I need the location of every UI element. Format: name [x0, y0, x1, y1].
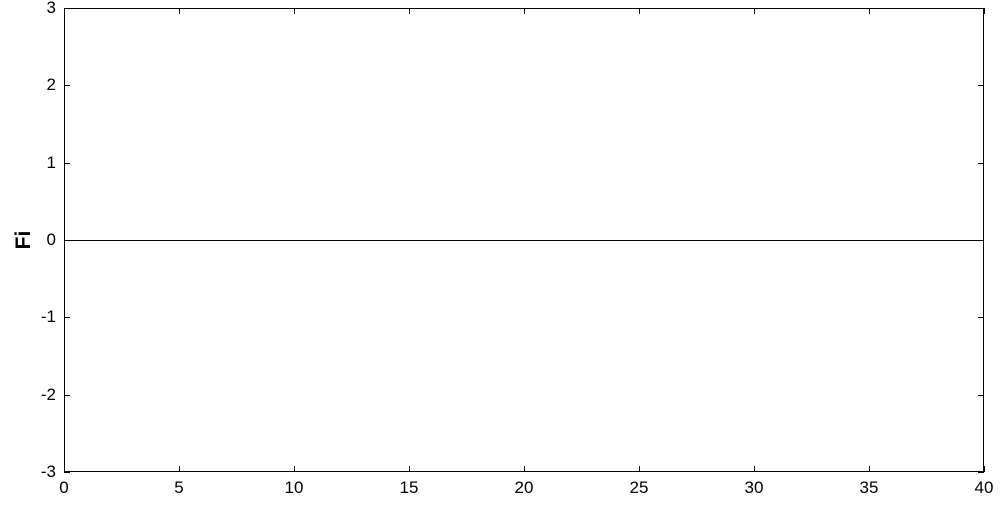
- chart-container: Fi 0 5 10 15 20 25 30 35 40 -3 -2 -1 0 1 2 3: [0, 0, 1000, 512]
- x-tick: [409, 8, 410, 14]
- y-tick: [978, 8, 984, 9]
- y-tick-label: 0: [47, 230, 56, 250]
- y-tick: [64, 472, 70, 473]
- x-tick-label: 0: [59, 478, 68, 498]
- x-tick: [639, 8, 640, 14]
- x-tick: [639, 466, 640, 472]
- y-tick-label: 2: [47, 75, 56, 95]
- x-tick-label: 40: [975, 478, 994, 498]
- x-tick: [179, 8, 180, 14]
- x-tick: [869, 466, 870, 472]
- x-tick-label: 20: [515, 478, 534, 498]
- x-tick-label: 15: [400, 478, 419, 498]
- y-tick: [978, 85, 984, 86]
- y-tick-label: -3: [41, 462, 56, 482]
- x-tick: [754, 8, 755, 14]
- y-tick: [978, 317, 984, 318]
- y-tick: [64, 317, 70, 318]
- y-tick-label: -1: [41, 307, 56, 327]
- series-line: [64, 240, 984, 241]
- y-tick-label: 3: [47, 0, 56, 18]
- x-tick-label: 25: [630, 478, 649, 498]
- x-tick-label: 35: [860, 478, 879, 498]
- y-tick-label: -2: [41, 385, 56, 405]
- y-tick: [64, 85, 70, 86]
- x-tick-label: 10: [285, 478, 304, 498]
- x-tick: [754, 466, 755, 472]
- y-tick: [978, 472, 984, 473]
- x-tick: [524, 466, 525, 472]
- x-tick: [524, 8, 525, 14]
- y-tick: [64, 8, 70, 9]
- x-tick: [294, 466, 295, 472]
- y-tick: [64, 163, 70, 164]
- x-tick: [869, 8, 870, 14]
- x-tick: [294, 8, 295, 14]
- x-tick: [179, 466, 180, 472]
- y-axis-label: Fi: [12, 231, 36, 250]
- x-tick: [409, 466, 410, 472]
- x-tick-label: 30: [745, 478, 764, 498]
- y-tick: [978, 163, 984, 164]
- x-tick: [984, 466, 985, 472]
- x-tick-label: 5: [174, 478, 183, 498]
- y-tick-label: 1: [47, 153, 56, 173]
- x-tick: [984, 8, 985, 14]
- y-tick: [978, 395, 984, 396]
- y-tick: [64, 395, 70, 396]
